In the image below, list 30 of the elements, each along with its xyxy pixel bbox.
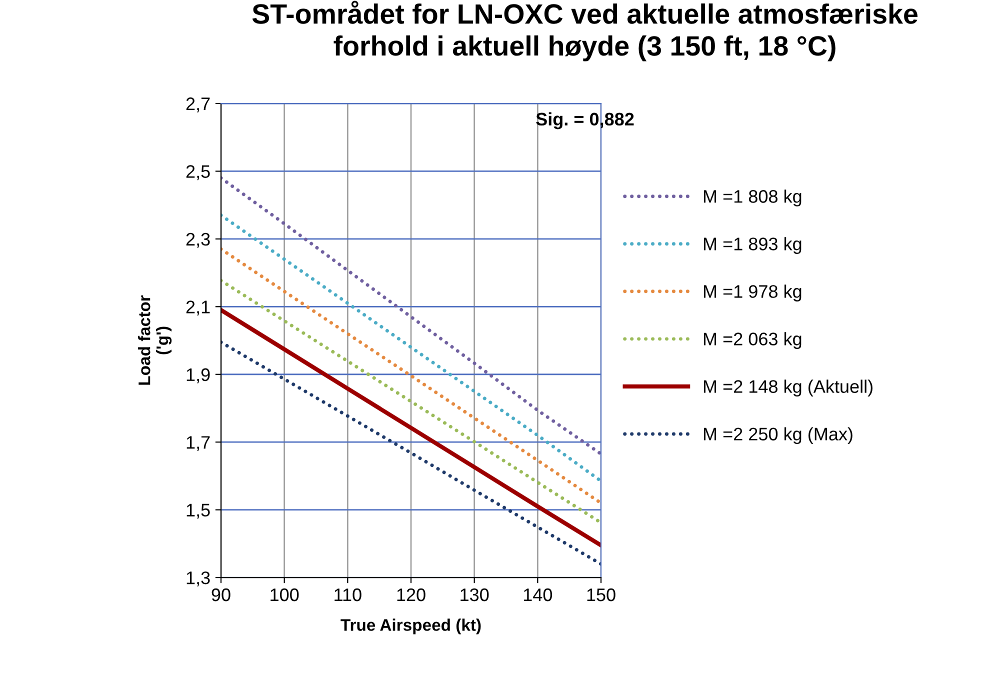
y-tick-label: 2,5 bbox=[186, 165, 210, 180]
line-series bbox=[221, 247, 601, 505]
line-series bbox=[221, 308, 601, 548]
y-tick-label: 1,9 bbox=[186, 368, 210, 384]
y-tick-label: 1,7 bbox=[186, 436, 210, 451]
legend-label: M =1 808 kg bbox=[704, 190, 802, 206]
x-axis-title: True Airspeed (kt) bbox=[340, 618, 481, 634]
y-axis-title: Load factor ('g') bbox=[138, 295, 172, 385]
line-series bbox=[221, 214, 601, 483]
y-tick-label: 1,5 bbox=[186, 504, 210, 519]
y-tick-label: 1,3 bbox=[186, 571, 210, 586]
line-series bbox=[221, 278, 601, 524]
x-tick-label: 120 bbox=[397, 588, 426, 602]
x-tick-label: 100 bbox=[270, 588, 299, 602]
chart-title: ST-området for LN-OXC ved aktuelle atmosfæriske forhold i aktuell høyde (3 150 ft, 18 °C) bbox=[252, 0, 918, 62]
legend-label: M =2 250 kg (Max) bbox=[704, 427, 852, 444]
x-tick-label: 150 bbox=[587, 588, 616, 602]
legend-label: M =1 893 kg bbox=[704, 237, 802, 254]
y-tick-label: 2,3 bbox=[186, 232, 210, 248]
x-tick-label: 140 bbox=[524, 588, 552, 602]
line-series bbox=[221, 340, 601, 566]
legend-label: M =2 063 kg bbox=[704, 332, 802, 349]
x-tick-label: 130 bbox=[460, 588, 489, 602]
y-tick-label: 2,7 bbox=[186, 97, 210, 112]
line-series bbox=[221, 176, 601, 456]
legend-label: M =1 978 kg bbox=[704, 284, 802, 302]
legend-label: M =2 148 kg (Aktuell) bbox=[704, 380, 872, 397]
x-tick-label: 110 bbox=[334, 588, 362, 602]
x-tick-label: 90 bbox=[212, 588, 230, 602]
y-tick-label: 2,1 bbox=[186, 300, 210, 316]
